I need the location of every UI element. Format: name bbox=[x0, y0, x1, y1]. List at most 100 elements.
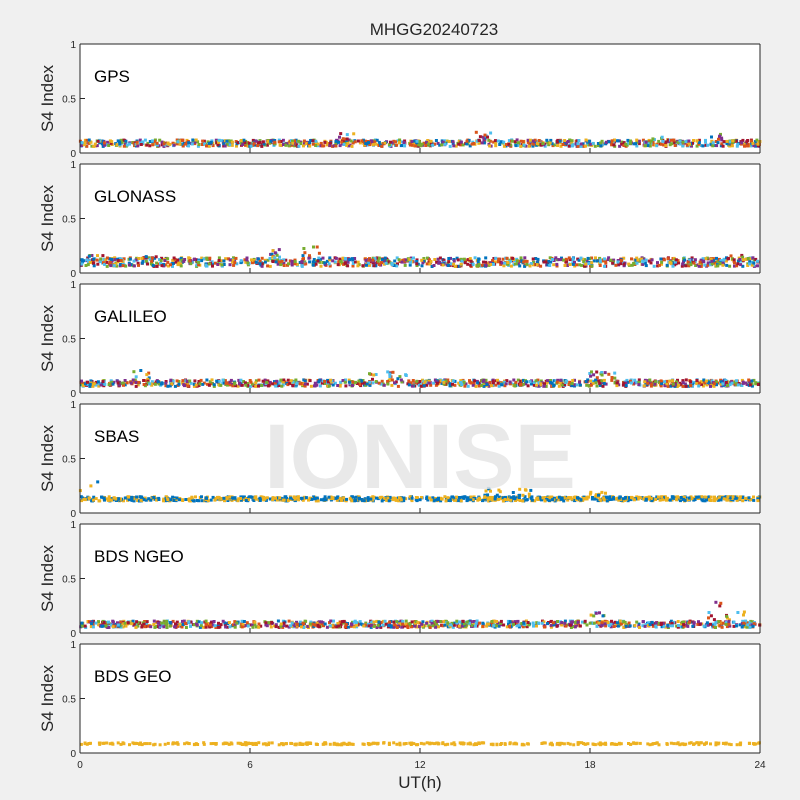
data-point bbox=[81, 624, 85, 628]
data-point bbox=[439, 499, 443, 503]
data-point bbox=[386, 380, 390, 383]
data-point bbox=[287, 262, 290, 266]
data-point bbox=[582, 260, 586, 264]
data-point bbox=[175, 496, 179, 500]
data-point bbox=[752, 261, 756, 265]
data-point bbox=[748, 262, 752, 266]
data-point bbox=[512, 495, 516, 499]
data-point bbox=[693, 381, 697, 384]
data-point bbox=[394, 498, 398, 502]
data-point bbox=[251, 143, 255, 147]
data-point bbox=[660, 382, 664, 386]
data-point bbox=[550, 381, 554, 385]
data-point bbox=[172, 256, 176, 260]
data-point bbox=[651, 624, 655, 628]
data-point bbox=[105, 260, 109, 264]
data-point bbox=[327, 495, 331, 499]
data-point bbox=[698, 622, 702, 626]
data-point bbox=[685, 143, 689, 147]
data-point bbox=[228, 380, 232, 384]
data-point bbox=[647, 259, 651, 263]
data-point bbox=[529, 488, 533, 492]
data-point bbox=[563, 139, 567, 142]
data-point bbox=[582, 144, 586, 148]
data-point bbox=[116, 381, 120, 385]
data-point bbox=[630, 381, 633, 385]
data-point bbox=[709, 384, 712, 388]
data-point bbox=[274, 623, 278, 627]
data-point bbox=[521, 625, 525, 629]
data-point bbox=[582, 496, 586, 500]
data-point bbox=[339, 498, 343, 502]
data-point bbox=[224, 625, 228, 629]
data-point bbox=[497, 495, 501, 499]
data-point bbox=[649, 384, 653, 388]
data-point bbox=[396, 262, 399, 266]
data-point bbox=[495, 624, 498, 628]
data-point bbox=[285, 142, 289, 146]
data-point bbox=[280, 384, 284, 388]
data-point bbox=[452, 144, 456, 148]
data-point bbox=[719, 382, 723, 386]
data-point bbox=[337, 260, 341, 264]
data-point bbox=[683, 258, 687, 262]
data-point bbox=[327, 262, 331, 266]
data-point bbox=[290, 262, 294, 266]
data-point bbox=[604, 259, 607, 263]
data-point bbox=[543, 382, 546, 386]
data-point bbox=[727, 622, 731, 626]
data-point bbox=[579, 144, 583, 148]
data-point bbox=[222, 142, 226, 146]
data-point bbox=[401, 258, 405, 262]
data-point bbox=[166, 142, 170, 146]
data-point bbox=[276, 619, 280, 623]
data-point bbox=[587, 495, 591, 499]
data-point bbox=[659, 384, 663, 388]
data-point bbox=[101, 380, 105, 384]
data-point bbox=[532, 142, 536, 146]
data-point bbox=[109, 264, 113, 268]
data-point bbox=[535, 624, 538, 628]
data-point bbox=[648, 378, 652, 382]
data-point bbox=[404, 374, 408, 377]
data-point bbox=[597, 495, 601, 499]
data-point bbox=[367, 141, 370, 145]
data-point bbox=[189, 262, 193, 266]
data-point bbox=[607, 256, 611, 260]
data-point bbox=[641, 260, 645, 264]
data-point bbox=[567, 144, 571, 148]
data-point bbox=[688, 258, 692, 262]
data-point bbox=[184, 142, 188, 146]
data-point bbox=[281, 619, 285, 623]
data-point bbox=[369, 625, 373, 629]
data-point bbox=[742, 623, 745, 627]
y-tick-label: 0 bbox=[70, 389, 76, 400]
data-point bbox=[241, 142, 245, 146]
data-point bbox=[536, 378, 540, 382]
data-point bbox=[735, 498, 739, 502]
data-point bbox=[160, 256, 164, 260]
data-point bbox=[208, 623, 212, 627]
data-point bbox=[535, 143, 539, 147]
data-point bbox=[347, 378, 351, 382]
data-point bbox=[637, 622, 641, 626]
data-point bbox=[640, 496, 644, 500]
data-point bbox=[304, 262, 308, 266]
data-point bbox=[351, 384, 354, 387]
data-point bbox=[157, 382, 161, 386]
data-point bbox=[350, 257, 354, 261]
data-point bbox=[564, 260, 568, 264]
data-point bbox=[583, 264, 586, 268]
data-point bbox=[387, 624, 391, 628]
data-point bbox=[539, 498, 543, 502]
data-point bbox=[328, 256, 332, 260]
data-point bbox=[402, 141, 406, 144]
data-point bbox=[329, 141, 333, 145]
data-point bbox=[476, 381, 480, 385]
data-point bbox=[376, 259, 380, 263]
data-point bbox=[552, 623, 556, 627]
data-point bbox=[339, 622, 343, 626]
data-point bbox=[254, 260, 258, 264]
data-point bbox=[299, 496, 303, 500]
y-tick-label: 1 bbox=[70, 400, 76, 411]
